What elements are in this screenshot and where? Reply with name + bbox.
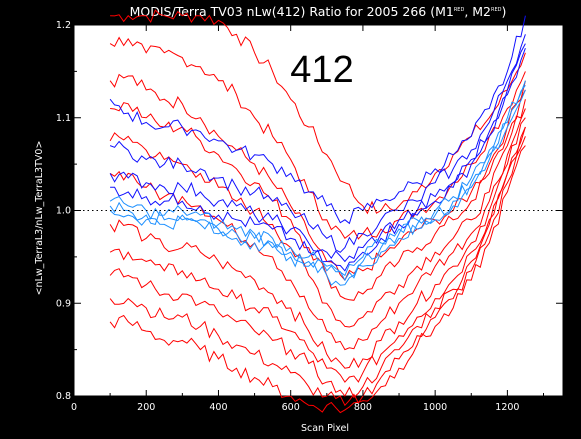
series-line-red-3: [109, 73, 526, 282]
x-tick-label: 1000: [423, 402, 447, 413]
series-line-red-9: [109, 126, 526, 399]
chart-title-m1-sup: RED: [454, 7, 465, 13]
x-axis-label: Scan Pixel: [301, 423, 349, 434]
series-line-red-10: [109, 136, 526, 407]
series-line-red-5: [109, 99, 526, 328]
y-tick-label: 0.9: [56, 298, 71, 309]
series-line-lightblue-18: [109, 89, 526, 286]
x-tick-label: 600: [282, 402, 300, 413]
chart-title-main: MODIS/Terra TV03 nLw(412) Ratio for 2005…: [130, 4, 454, 19]
series-line-red-4: [110, 89, 526, 301]
axis-ticks: 0 200 400 600 800 1000 1200 0.8 0.9 1.0 1.1 1.2: [56, 20, 563, 413]
band-label: 412: [290, 49, 353, 91]
series-line-red-7: [109, 117, 526, 369]
series-line-blue-15: [110, 48, 526, 272]
x-tick-label: 400: [209, 402, 227, 413]
x-tick-label: 1200: [495, 402, 519, 413]
y-tick-label: 1.2: [56, 20, 71, 31]
chart-title-m2-sup: RED: [491, 7, 502, 13]
chart-title-mid: , M2: [464, 4, 491, 19]
series-line-red-11: [109, 145, 526, 414]
y-tick-label: 1.1: [56, 113, 71, 124]
x-tick-label: 0: [71, 402, 77, 413]
x-tick-label: 800: [354, 402, 372, 413]
series-line-blue-13: [109, 34, 526, 253]
series-line-blue-12: [109, 15, 526, 225]
chart-title: MODIS/Terra TV03 nLw(412) Ratio for 2005…: [130, 4, 507, 19]
y-tick-label: 1.0: [56, 206, 71, 217]
chart-title-end: ): [501, 4, 506, 19]
series-line-lightblue-17: [109, 84, 526, 282]
series-line-red-6: [109, 108, 526, 351]
x-tick-label: 200: [137, 402, 155, 413]
series-line-red-2: [109, 36, 526, 240]
series-group: [109, 9, 526, 414]
y-axis-label: <nLw_TerraL3/nLw_TerraL3TV0>: [34, 141, 45, 296]
y-tick-label: 0.8: [56, 391, 71, 402]
series-line-red-8: [109, 126, 526, 383]
